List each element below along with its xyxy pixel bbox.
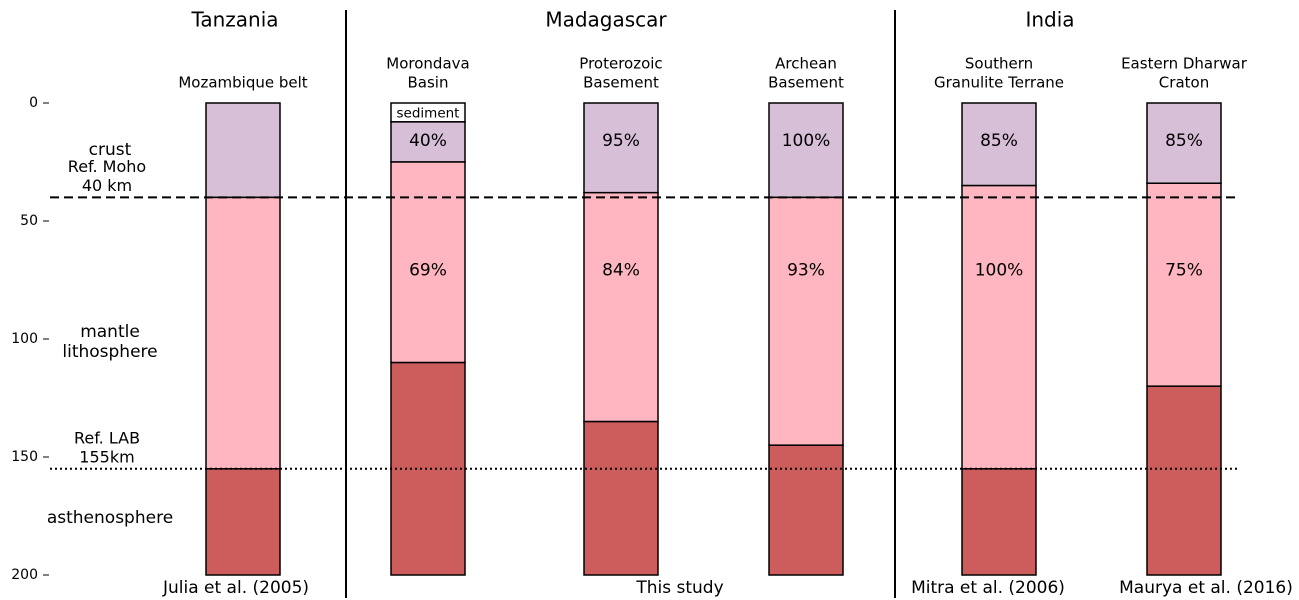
segment bbox=[961, 102, 1037, 187]
y-tick-label: 200 bbox=[11, 567, 38, 583]
source: This study bbox=[635, 578, 723, 598]
y-tick-label: 100 bbox=[11, 331, 38, 347]
percent-label: 85% bbox=[1165, 131, 1203, 151]
segment-label: sediment bbox=[397, 105, 460, 121]
percent-label: 69% bbox=[409, 261, 447, 281]
column-label: Craton bbox=[1159, 74, 1209, 92]
segment bbox=[768, 102, 844, 199]
percent-label: 40% bbox=[409, 131, 447, 151]
percent-label: 93% bbox=[787, 261, 825, 281]
segment bbox=[961, 468, 1037, 576]
column-label: Mozambique belt bbox=[178, 74, 307, 92]
percent-label: 100% bbox=[782, 131, 831, 151]
percent-label: 75% bbox=[1165, 261, 1203, 281]
source: Maurya et al. (2016) bbox=[1119, 578, 1293, 598]
y-tick-label: 50 bbox=[20, 213, 38, 229]
segment bbox=[1146, 182, 1222, 387]
segment bbox=[205, 468, 281, 576]
percent-label: 85% bbox=[980, 131, 1018, 151]
segment bbox=[390, 361, 466, 576]
layer-label: asthenosphere bbox=[46, 508, 174, 528]
column-label: Southern bbox=[965, 55, 1033, 73]
segment bbox=[768, 196, 844, 446]
y-tick-label: 0 bbox=[29, 95, 38, 111]
segment bbox=[961, 184, 1037, 470]
segment bbox=[205, 196, 281, 470]
segment bbox=[1146, 385, 1222, 576]
source: Julia et al. (2005) bbox=[162, 578, 309, 598]
layer-label: crust bbox=[88, 140, 132, 160]
region-title: Tanzania bbox=[190, 8, 278, 32]
percent-label: 95% bbox=[602, 131, 640, 151]
region-title: Madagascar bbox=[545, 8, 667, 32]
segment bbox=[583, 191, 659, 423]
column-label: Granulite Terrane bbox=[934, 74, 1064, 92]
region-title: India bbox=[1025, 8, 1074, 32]
column-label: Archean bbox=[775, 55, 837, 73]
y-tick-label: 150 bbox=[11, 449, 38, 465]
ref-label: 155km bbox=[79, 447, 134, 466]
percent-label: 100% bbox=[975, 261, 1024, 281]
segment bbox=[390, 121, 466, 163]
percent-label: 84% bbox=[602, 261, 640, 281]
segment bbox=[1146, 102, 1222, 184]
segment bbox=[768, 444, 844, 576]
column-label: Basin bbox=[408, 74, 449, 92]
column-label: Morondava bbox=[386, 55, 469, 73]
column-label: Eastern Dharwar bbox=[1121, 55, 1248, 73]
column-label: Basement bbox=[768, 74, 844, 92]
ref-label: Ref. LAB bbox=[74, 428, 140, 447]
segment bbox=[390, 161, 466, 364]
ref-label: Ref. Moho bbox=[68, 157, 146, 176]
source: Mitra et al. (2006) bbox=[911, 578, 1065, 598]
segment bbox=[205, 102, 281, 199]
segment bbox=[583, 420, 659, 576]
ref-label: 40 km bbox=[82, 176, 132, 195]
column-label: Proterozoic bbox=[579, 55, 662, 73]
layer-label: mantle lithosphere bbox=[62, 322, 158, 362]
column-label: Basement bbox=[583, 74, 659, 92]
